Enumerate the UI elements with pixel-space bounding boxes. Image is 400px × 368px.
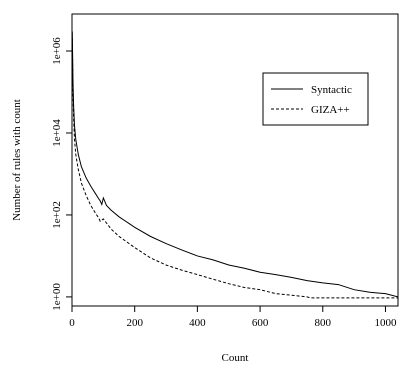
series-line-giza- [72, 38, 398, 299]
y-tick-label: 1e+02 [51, 201, 63, 229]
plot-frame [71, 13, 399, 307]
x-tick-label: 0 [69, 317, 75, 329]
x-tick-label: 800 [315, 317, 332, 329]
y-axis-label: Number of rules with count [11, 99, 23, 221]
y-tick-label: 1e+06 [51, 37, 63, 65]
legend-box [262, 72, 369, 126]
x-tick-label: 400 [189, 317, 206, 329]
legend-label: GIZA++ [311, 104, 350, 116]
legend-label: Syntactic [311, 84, 352, 96]
y-tick-label: 1e+04 [51, 119, 63, 147]
series-line-syntactic [72, 31, 398, 298]
x-tick-label: 1000 [374, 317, 397, 329]
x-tick-label: 200 [126, 317, 143, 329]
x-tick-label: 600 [252, 317, 269, 329]
x-axis-label: Count [222, 352, 249, 364]
plot-layer [72, 31, 398, 299]
legend: Syntactic GIZA++ [262, 72, 369, 126]
axes-layer: 0 200 400 600 800 1000 1e+00 1e+02 1e+04 1e+06 Cou… [11, 13, 399, 364]
y-tick-label: 1e+00 [51, 283, 63, 311]
